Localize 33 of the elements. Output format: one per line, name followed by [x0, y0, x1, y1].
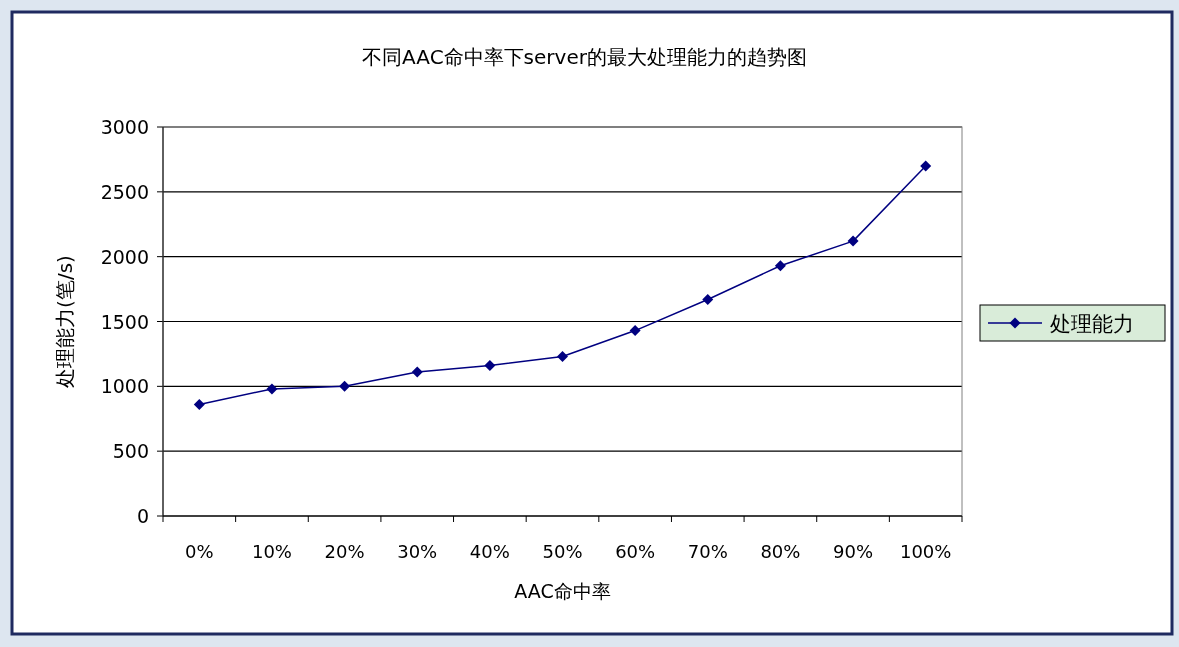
- x-tick-label: 60%: [615, 541, 656, 562]
- y-tick-label: 2000: [100, 245, 149, 268]
- point: [557, 351, 568, 363]
- x-tick-label: 50%: [542, 541, 583, 562]
- x-tick-label: 40%: [469, 541, 510, 562]
- point: [847, 235, 859, 247]
- y-tick-label: 3000: [100, 116, 149, 138]
- x-tick-label: 70%: [687, 541, 728, 562]
- y-tick-label: 2500: [100, 180, 149, 203]
- y-tick-label: 1500: [100, 310, 149, 333]
- point: [411, 366, 423, 378]
- x-tick-label: 90%: [833, 541, 874, 562]
- point: [920, 160, 932, 172]
- x-axis-title: AAC命中率: [514, 580, 611, 602]
- x-tick-label: 100%: [899, 541, 952, 562]
- y-axis-title: 处理能力(笔/s): [53, 255, 77, 388]
- y-tick-label: 1000: [100, 375, 149, 398]
- y-tick-label: 0: [136, 505, 149, 527]
- x-tick-label: 20%: [324, 541, 365, 562]
- point: [702, 293, 714, 305]
- x-tick-label: 10%: [251, 541, 292, 562]
- legend-label: 处理能力: [1050, 312, 1134, 336]
- point: [193, 398, 205, 410]
- y-tick-label: 500: [112, 440, 149, 463]
- x-tick-label: 30%: [397, 541, 438, 562]
- point: [266, 383, 278, 395]
- point: [339, 380, 351, 392]
- x-tick-label: 80%: [760, 541, 801, 562]
- point: [484, 360, 496, 372]
- x-tick-label: 0%: [185, 541, 214, 562]
- chart-title: 不同AAC命中率下server的最大处理能力的趋势图: [362, 45, 807, 69]
- point: [774, 260, 786, 272]
- point: [629, 325, 641, 337]
